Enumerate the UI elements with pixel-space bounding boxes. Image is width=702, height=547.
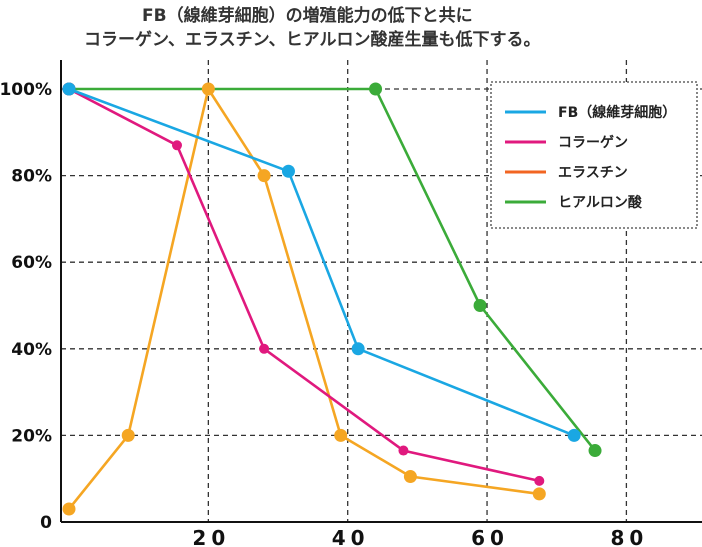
data-point [532, 487, 546, 501]
data-point [201, 82, 215, 96]
legend-item: ヒアルロン酸 [505, 194, 643, 211]
data-point [62, 502, 76, 516]
data-point [334, 428, 348, 442]
data-point [259, 343, 270, 354]
data-point [281, 164, 295, 178]
data-point [257, 169, 271, 183]
series-2 [62, 82, 545, 486]
data-point [62, 82, 76, 96]
chart-title: FB（線維芽細胞）の増殖能力の低下と共に コラーゲン、エラスチン、ヒアルロン酸産… [84, 5, 540, 50]
data-point [171, 140, 182, 151]
y-tick-label: 60% [11, 253, 52, 273]
data-series [62, 82, 602, 516]
y-axis-tick-labels: 0 20% 40% 60% 80% 100% [0, 80, 52, 533]
y-tick-label: 20% [11, 426, 52, 446]
series-line [69, 87, 597, 452]
data-point [121, 428, 135, 442]
legend-label: エラスチン [558, 165, 628, 181]
legend-box [490, 81, 698, 229]
chart-title-line-2: コラーゲン、エラスチン、ヒアルロン酸産生量も低下する。 [84, 29, 540, 50]
x-axis-tick-labels: 20 40 60 80 [192, 526, 648, 547]
legend-item: コラーゲン [505, 134, 628, 151]
series-3 [62, 82, 546, 516]
data-point [398, 445, 409, 456]
chart-title-line-1: FB（線維芽細胞）の増殖能力の低下と共に [142, 5, 473, 26]
legend-label: コラーゲン [558, 134, 628, 151]
legend-label: FB（線維芽細胞） [558, 104, 676, 121]
series-line [68, 87, 575, 437]
data-point [534, 475, 545, 486]
legend-label: ヒアルロン酸 [558, 194, 643, 211]
x-tick-label: 80 [610, 526, 648, 547]
data-point [567, 428, 581, 442]
y-tick-label: 0 [40, 513, 52, 533]
y-tick-label: 40% [11, 340, 52, 360]
y-tick-label: 80% [11, 167, 52, 187]
data-point [588, 444, 602, 458]
legend-item: FB（線維芽細胞） [505, 104, 676, 121]
data-point [473, 299, 487, 312]
x-tick-label: 60 [471, 526, 509, 547]
data-point [403, 470, 417, 484]
x-tick-label: 40 [332, 526, 370, 547]
data-point [351, 342, 365, 356]
axes [60, 60, 702, 523]
x-tick-label: 20 [192, 526, 230, 547]
legend-item: エラスチン [505, 165, 628, 181]
y-tick-label: 100% [0, 80, 52, 100]
series-line [67, 87, 540, 510]
series-1 [62, 82, 581, 442]
data-point [369, 82, 383, 96]
